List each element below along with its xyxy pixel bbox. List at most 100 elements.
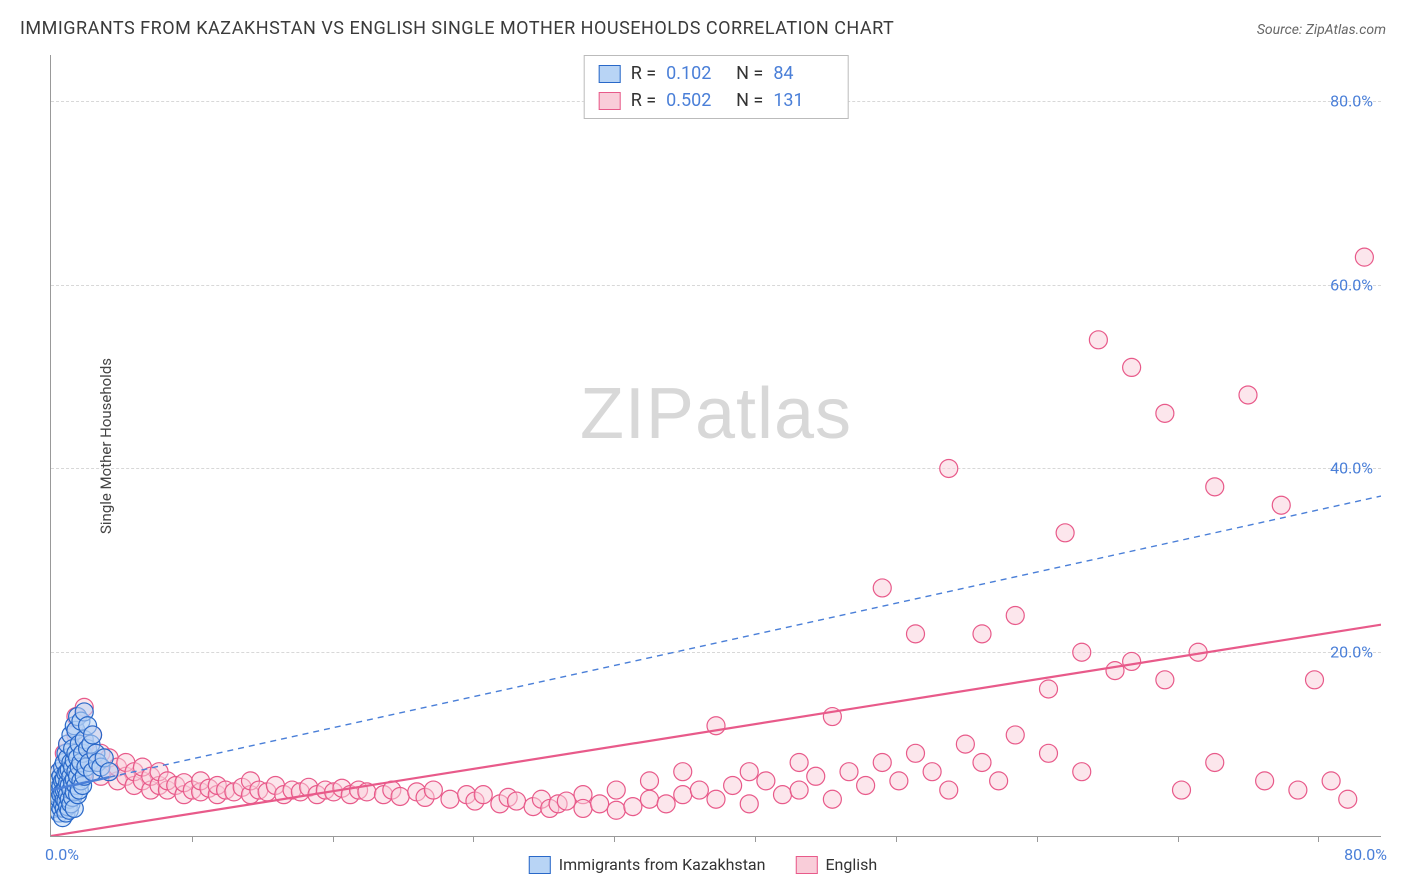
data-point [840,763,858,781]
data-point [890,772,908,790]
x-tick-mark [614,836,615,842]
data-point [574,799,592,817]
data-point [674,786,692,804]
data-point [1206,753,1224,771]
data-point [1106,662,1124,680]
x-tick-mark [755,836,756,842]
data-point [707,790,725,808]
data-point [1272,496,1290,514]
chart-title: IMMIGRANTS FROM KAZAKHSTAN VS ENGLISH SI… [20,18,894,39]
correlation-legend: R = 0.102 N = 84 R = 0.502 N = 131 [584,55,849,119]
data-point [1123,358,1141,376]
data-point [1040,744,1058,762]
data-point [1056,524,1074,542]
data-point [973,753,991,771]
data-point [557,792,575,810]
data-point [1156,404,1174,422]
data-point [740,795,758,813]
data-point [1355,248,1373,266]
data-point [1206,478,1224,496]
data-point [1156,671,1174,689]
data-point [424,781,442,799]
data-point [690,781,708,799]
source-attribution: Source: ZipAtlas.com [1257,22,1386,38]
trend-line-dashed [109,496,1381,777]
data-point [1239,386,1257,404]
data-point [474,786,492,804]
data-point [674,763,692,781]
source-label: Source: [1257,22,1302,38]
data-point [940,459,958,477]
data-point [1289,781,1307,799]
x-tick-mark [896,836,897,842]
data-point [1073,643,1091,661]
n-label: N = [736,87,763,114]
n-value-2: 131 [773,87,833,114]
series-legend: Immigrants from Kazakhstan English [529,855,877,874]
data-point [823,790,841,808]
source-value: ZipAtlas.com [1306,22,1386,38]
legend-label-1: Immigrants from Kazakhstan [559,855,766,874]
data-point [990,772,1008,790]
x-tick-mark [473,836,474,842]
data-point [441,790,459,808]
data-point [84,726,102,744]
data-point [607,801,625,819]
x-tick-mark [1037,836,1038,842]
x-tick-mark [1318,836,1319,842]
plot-area: ZIPatlas R = 0.102 N = 84 R = 0.502 N = … [50,55,1381,837]
n-label: N = [736,60,763,87]
swatch-series-1-bottom [529,856,551,874]
data-point [956,735,974,753]
data-point [1040,680,1058,698]
data-point [940,781,958,799]
data-point [973,625,991,643]
data-point [624,798,642,816]
scatter-svg [51,55,1381,836]
data-point [391,787,409,805]
data-point [757,772,775,790]
data-point [740,763,758,781]
data-point [790,781,808,799]
legend-item-1: Immigrants from Kazakhstan [529,855,766,874]
r-value-1: 0.102 [666,60,726,87]
legend-row-series-1: R = 0.102 N = 84 [599,60,834,87]
data-point [607,781,625,799]
legend-label-2: English [825,855,877,874]
data-point [907,625,925,643]
data-point [641,772,659,790]
r-label: R = [631,87,656,114]
data-point [1256,772,1274,790]
legend-item-2: English [795,855,877,874]
x-tick-label: 0.0% [45,845,79,864]
swatch-series-1 [599,65,621,83]
data-point [790,753,808,771]
data-point [1089,331,1107,349]
data-point [807,767,825,785]
swatch-series-2 [599,92,621,110]
data-point [873,579,891,597]
r-value-2: 0.502 [666,87,726,114]
data-point [1339,790,1357,808]
data-point [873,753,891,771]
n-value-1: 84 [773,60,833,87]
data-point [1306,671,1324,689]
data-point [1006,726,1024,744]
data-point [641,790,659,808]
x-tick-label: 80.0% [1344,845,1387,864]
data-point [923,763,941,781]
data-point [657,795,675,813]
data-point [1123,652,1141,670]
data-point [1006,606,1024,624]
swatch-series-2-bottom [795,856,817,874]
data-point [591,795,609,813]
x-tick-mark [192,836,193,842]
data-point [1322,772,1340,790]
data-point [724,776,742,794]
data-point [774,786,792,804]
data-point [508,792,526,810]
x-tick-mark [1178,836,1179,842]
x-tick-mark [333,836,334,842]
legend-row-series-2: R = 0.502 N = 131 [599,87,834,114]
data-point [1073,763,1091,781]
